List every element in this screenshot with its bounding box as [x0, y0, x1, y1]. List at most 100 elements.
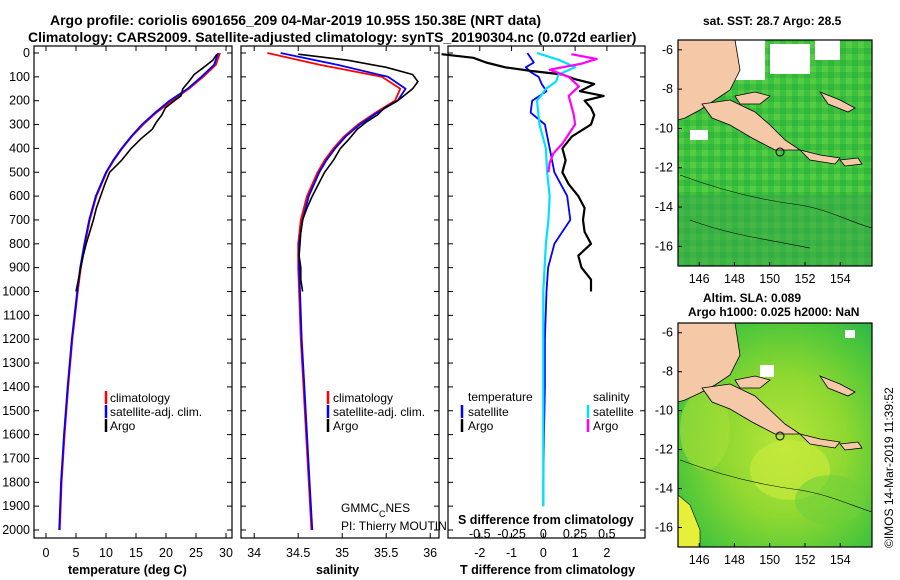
series-satellite-adj-clim- [280, 52, 407, 531]
lon-tick-label: 152 [795, 553, 816, 567]
salinity-panel [240, 45, 440, 539]
sla-land-png [678, 323, 741, 403]
x-tick-label: 1 [572, 546, 579, 560]
lat-tick-label: -14 [655, 200, 673, 214]
t-diff-xlabel: T difference from climatology [460, 563, 635, 577]
s-diff-xlabel: S difference from climatology [458, 513, 634, 527]
legend-s-argo: Argo [593, 419, 619, 433]
depth-tick-label: 600 [9, 189, 30, 203]
depth-tick-label: 900 [9, 261, 30, 275]
lat-tick-label: -8 [662, 365, 673, 379]
x-tick-label: -2 [474, 546, 485, 560]
x-tick-label: 34 [247, 546, 261, 560]
series-argo [298, 53, 419, 292]
depth-tick-label: 2000 [2, 523, 30, 537]
x-tick-label: 15 [129, 546, 143, 560]
temperature-xlabel: temperature (deg C) [68, 563, 187, 577]
temperature-panel [33, 45, 233, 539]
legend-t-argo: Argo [468, 419, 494, 433]
depth-tick-label: 1000 [2, 285, 30, 299]
sst-map [678, 40, 872, 266]
sla-argo-position [775, 431, 785, 441]
salinity-xlabel: salinity [316, 563, 359, 577]
depth-tick-label: 0 [23, 46, 30, 60]
lat-tick-label: -10 [655, 404, 673, 418]
title-line-1: Argo profile: coriolis 6901656_209 04-Ma… [50, 12, 541, 28]
sst-map-title: sat. SST: 28.7 Argo: 28.5 [703, 14, 842, 28]
x-tick-label: 30 [219, 546, 233, 560]
series-satellite-adj-clim- [58, 52, 220, 531]
lon-tick-label: 148 [724, 553, 745, 567]
legend-argo: Argo [110, 419, 136, 433]
lat-tick-label: -16 [655, 239, 673, 253]
sst-argo-position [775, 147, 785, 157]
sla-map-ticks: 146 148 150 152 154 -6 -8 -10 -12 -14 -16 [655, 326, 851, 567]
legend-satellite-2: satellite-adj. clim. [333, 405, 425, 419]
credit-nes: NES [386, 501, 411, 515]
s-diff-tick-label: 0 [540, 527, 547, 541]
lat-tick-label: -6 [662, 43, 673, 57]
depth-tick-label: 1900 [2, 499, 30, 513]
depth-tick-label: 300 [9, 118, 30, 132]
depth-tick-label: 800 [9, 237, 30, 251]
series-salinity-satellite [535, 51, 577, 507]
depth-tick-label: 1200 [2, 332, 30, 346]
s-diff-tick-label: -0.5 [469, 527, 491, 541]
credit-pi: PI: Thierry MOUTIN [341, 519, 447, 533]
salinity-x-ticks: 34 34.5 35 35.5 36 [247, 46, 437, 560]
lat-tick-label: -10 [655, 121, 673, 135]
sst-land-png [678, 40, 741, 121]
depth-tick-label: 1800 [2, 475, 30, 489]
credit-gmmc: GMMC [341, 501, 379, 515]
svg-text:GMMCCNES: GMMCCNES [341, 501, 410, 519]
lon-tick-label: 148 [724, 272, 745, 286]
lon-tick-label: 146 [689, 272, 710, 286]
series-argo [75, 53, 218, 292]
depth-tick-label: 1100 [3, 308, 30, 322]
legend-satellite: satellite-adj. clim. [110, 405, 202, 419]
credits: GMMCCNES PI: Thierry MOUTIN [341, 501, 447, 533]
credit-sub: C [379, 509, 386, 519]
x-tick-label: 10 [99, 546, 113, 560]
s-diff-tick-label: -0.25 [497, 527, 526, 541]
depth-tick-label: 200 [9, 94, 30, 108]
lon-tick-label: 150 [759, 553, 780, 567]
x-tick-label: 35 [335, 546, 349, 560]
salinity-legend: climatology satellite-adj. clim. Argo [326, 391, 425, 433]
lat-tick-label: -16 [655, 521, 673, 535]
lat-tick-label: -12 [655, 161, 673, 175]
depth-tick-label: 100 [9, 70, 30, 84]
lon-tick-label: 146 [689, 553, 710, 567]
series-climatology [267, 52, 402, 531]
x-tick-label: -1 [506, 546, 517, 560]
lat-tick-label: -6 [662, 326, 673, 340]
temperature-x-ticks: 0 5 10 15 20 25 30 [43, 46, 233, 560]
x-tick-label: 25 [189, 546, 203, 560]
sla-map-title-2: Argo h1000: 0.025 h2000: NaN [688, 305, 859, 319]
lat-tick-label: -8 [662, 82, 673, 96]
depth-tick-label: 700 [9, 213, 30, 227]
depth-tick-label: 1700 [2, 451, 30, 465]
depth-tick-label: 500 [9, 165, 30, 179]
legend-salinity-heading: salinity [593, 390, 630, 404]
x-tick-label: 34.5 [286, 546, 310, 560]
s-diff-tick-label: 0.5 [598, 527, 615, 541]
legend-climatology-2: climatology [333, 391, 393, 405]
series-temperature-argo [441, 53, 605, 292]
temperature-legend: climatology satellite-adj. clim. Argo [104, 391, 202, 433]
legend-temperature-heading: temperature [468, 390, 533, 404]
x-tick-label: 0 [43, 546, 50, 560]
legend-climatology: climatology [110, 391, 170, 405]
x-tick-label: 36 [423, 546, 437, 560]
depth-axis: 0 100 200 300 400 500 600 700 800 900 1000 1100 1200… [2, 46, 645, 537]
depth-tick-label: 1300 [2, 356, 30, 370]
x-tick-label: 20 [159, 546, 173, 560]
x-tick-label: 5 [73, 546, 80, 560]
sla-map [678, 323, 872, 547]
sla-map-title-1: Altim. SLA: 0.089 [703, 291, 801, 305]
lon-tick-label: 150 [759, 272, 780, 286]
x-tick-label: 2 [603, 546, 610, 560]
s-diff-tick-label: 0.25 [563, 527, 587, 541]
depth-tick-label: 1600 [2, 428, 30, 442]
title-line-2: Climatology: CARS2009. Satellite-adjuste… [28, 29, 636, 45]
